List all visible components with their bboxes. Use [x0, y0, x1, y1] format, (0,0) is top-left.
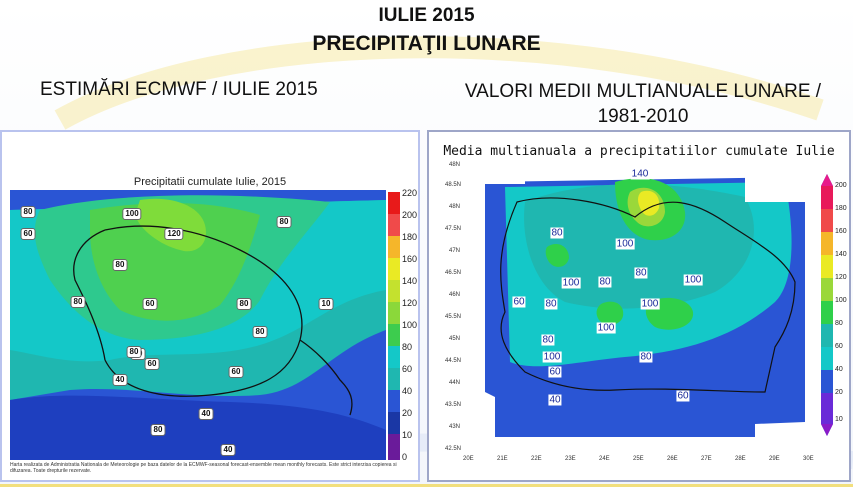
left-contour-label: 60: [144, 358, 160, 370]
right-colorbar-tick: 120: [835, 274, 847, 281]
left-colorbar-tick: 140: [402, 276, 418, 286]
left-contour-label: 80: [70, 296, 86, 308]
right-contour-label: 80: [550, 227, 564, 239]
right-contour-label: 80: [541, 334, 555, 346]
lat-tick: 42.5N: [445, 446, 462, 452]
left-contour-label: 40: [220, 444, 236, 456]
right-contour-label: 100: [596, 322, 616, 334]
left-contour-label: 80: [252, 326, 268, 338]
right-colorbar-tick: 40: [835, 366, 843, 373]
left-colorbar-tick: 20: [402, 408, 413, 418]
lat-tick: 43N: [449, 424, 461, 430]
left-panel-heading: ESTIMĂRI ECMWF / IULIE 2015: [40, 79, 318, 100]
lat-tick: 44N: [449, 380, 461, 386]
right-contour-label: 100: [683, 274, 703, 286]
left-contour-label: 10: [318, 298, 334, 310]
page-subtitle: PRECIPITAŢII LUNARE: [312, 32, 541, 55]
right-contour-label: 60: [676, 390, 690, 402]
lon-tick: 21E: [497, 456, 508, 462]
lon-tick: 20E: [463, 456, 474, 462]
right-contour-label: 80: [639, 351, 653, 363]
right-colorbar-tick: 160: [835, 228, 847, 235]
lat-tick: 48N: [449, 162, 461, 168]
right-contour-label: 100: [561, 277, 581, 289]
lon-tick: 25E: [633, 456, 644, 462]
right-contour-label: 60: [512, 296, 526, 308]
lon-tick: 29E: [769, 456, 780, 462]
lat-tick: 44.5N: [445, 358, 462, 364]
left-contour-label: 80: [20, 206, 36, 218]
right-colorbar: [821, 174, 833, 436]
right-contour-label: 80: [544, 298, 558, 310]
left-colorbar-tick: 10: [402, 430, 413, 440]
lat-tick: 47.5N: [445, 226, 462, 232]
right-contour-label: 100: [640, 298, 660, 310]
right-panel-heading: VALORI MEDII MULTIANUALE LUNARE / 1981-2…: [464, 81, 822, 127]
right-colorbar-tick: 80: [835, 320, 843, 327]
right-contour-label: 60: [548, 366, 562, 378]
left-contour-label: 80: [150, 424, 166, 436]
lat-tick: 45.5N: [445, 314, 462, 320]
lat-tick: 48.5N: [445, 182, 462, 188]
lon-tick: 27E: [701, 456, 712, 462]
lon-tick: 26E: [667, 456, 678, 462]
lon-tick: 30E: [803, 456, 814, 462]
right-contour-label: 80: [598, 276, 612, 288]
left-contour-label: 60: [20, 228, 36, 240]
multiannual-mean-panel: Media multianuala a precipitatiilor cumu…: [427, 130, 851, 482]
right-map-title: Media multianuala a precipitatiilor cumu…: [443, 144, 835, 159]
ecmwf-precipitation-map: [10, 190, 386, 460]
lon-tick: 24E: [599, 456, 610, 462]
right-contour-label: 100: [615, 238, 635, 250]
left-colorbar-tick: 120: [402, 298, 418, 308]
lon-tick: 28E: [735, 456, 746, 462]
left-contour-label: 40: [112, 374, 128, 386]
left-contour-label: 60: [142, 298, 158, 310]
right-colorbar-tick: 200: [835, 182, 847, 189]
lon-tick: 23E: [565, 456, 576, 462]
lat-tick: 45N: [449, 336, 461, 342]
left-contour-label: 100: [122, 208, 142, 220]
lat-tick: 47N: [449, 248, 461, 254]
left-colorbar-tick: 160: [402, 254, 418, 264]
lat-tick: 46N: [449, 292, 461, 298]
lat-tick: 43.5N: [445, 402, 462, 408]
left-colorbar-tick: 200: [402, 210, 418, 220]
left-colorbar-tick: 0: [402, 452, 408, 462]
left-contour-label: 60: [228, 366, 244, 378]
page-title: IULIE 2015: [378, 5, 475, 26]
right-contour-label: 40: [548, 394, 562, 406]
left-contour-label: 80: [126, 346, 142, 358]
right-colorbar-tick: 100: [835, 297, 847, 304]
right-colorbar-tick: 180: [835, 205, 847, 212]
left-map-footer: Harta realizata de Administratia Nationa…: [10, 462, 397, 474]
left-contour-label: 80: [276, 216, 292, 228]
right-colorbar-tick: 10: [835, 416, 843, 423]
right-colorbar-tick: 20: [835, 389, 843, 396]
right-colorbar-tick: 60: [835, 343, 843, 350]
right-colorbar-tick: 140: [835, 251, 847, 258]
left-map-title: Precipitatii cumulate Iulie, 2015: [133, 176, 287, 188]
left-colorbar: [388, 192, 400, 460]
left-contour-label: 120: [164, 228, 184, 240]
left-contour-label: 40: [198, 408, 214, 420]
lon-tick: 22E: [531, 456, 542, 462]
left-colorbar-tick: 80: [402, 342, 413, 352]
lat-tick: 46.5N: [445, 270, 462, 276]
right-contour-label: 100: [542, 351, 562, 363]
right-contour-label: 140: [630, 168, 650, 180]
ecmwf-forecast-panel: Precipitatii cumulate Iulie, 2015 80 60 …: [0, 130, 420, 482]
left-colorbar-tick: 60: [402, 364, 413, 374]
left-colorbar-tick: 220: [402, 188, 418, 198]
left-colorbar-tick: 40: [402, 386, 413, 396]
left-colorbar-tick: 100: [402, 320, 418, 330]
left-contour-label: 80: [236, 298, 252, 310]
left-colorbar-tick: 180: [402, 232, 418, 242]
lat-tick: 48N: [449, 204, 461, 210]
left-contour-label: 80: [112, 259, 128, 271]
right-contour-label: 80: [634, 267, 648, 279]
